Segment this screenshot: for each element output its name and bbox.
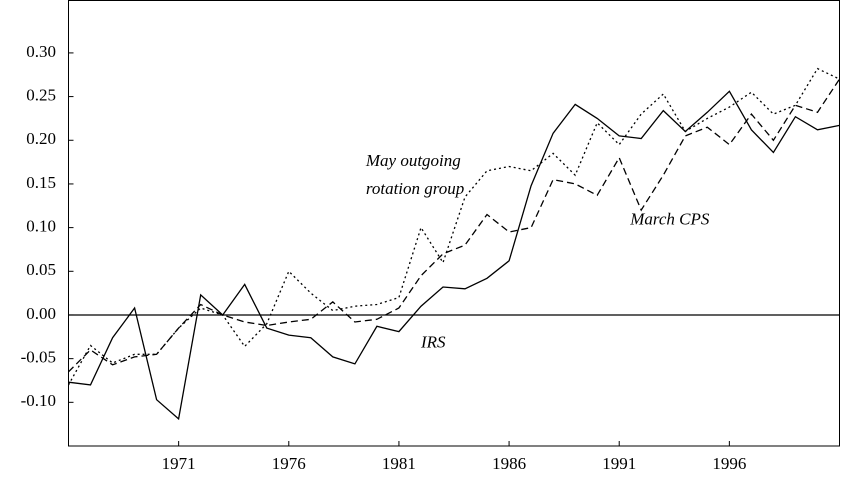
y-tick-label: 0.30 <box>26 42 56 61</box>
plot-frame <box>68 0 840 447</box>
y-tick-label: 0.25 <box>26 85 56 104</box>
y-tick-label: 0.05 <box>26 260 56 279</box>
x-tick-label: 1981 <box>382 454 416 473</box>
y-tick-label: 0.10 <box>26 217 56 236</box>
series-line <box>67 67 840 386</box>
series-line <box>68 78 841 373</box>
series-line <box>68 90 840 421</box>
y-tick-label: 0.15 <box>26 173 56 192</box>
annotation: May outgoing <box>365 151 461 170</box>
x-tick-label: 1986 <box>492 454 526 473</box>
x-tick-label: 1976 <box>272 454 306 473</box>
y-tick-label: -0.05 <box>21 348 56 367</box>
x-tick-label: 1996 <box>712 454 746 473</box>
x-tick-label: 1971 <box>162 454 196 473</box>
annotation: rotation group <box>366 179 464 198</box>
annotation: IRS <box>420 333 446 352</box>
x-tick-label: 1991 <box>602 454 636 473</box>
y-tick-label: 0.00 <box>26 304 56 323</box>
y-tick-label: -0.10 <box>21 391 56 410</box>
annotation: March CPS <box>629 210 710 229</box>
y-tick-label: 0.20 <box>26 129 56 148</box>
